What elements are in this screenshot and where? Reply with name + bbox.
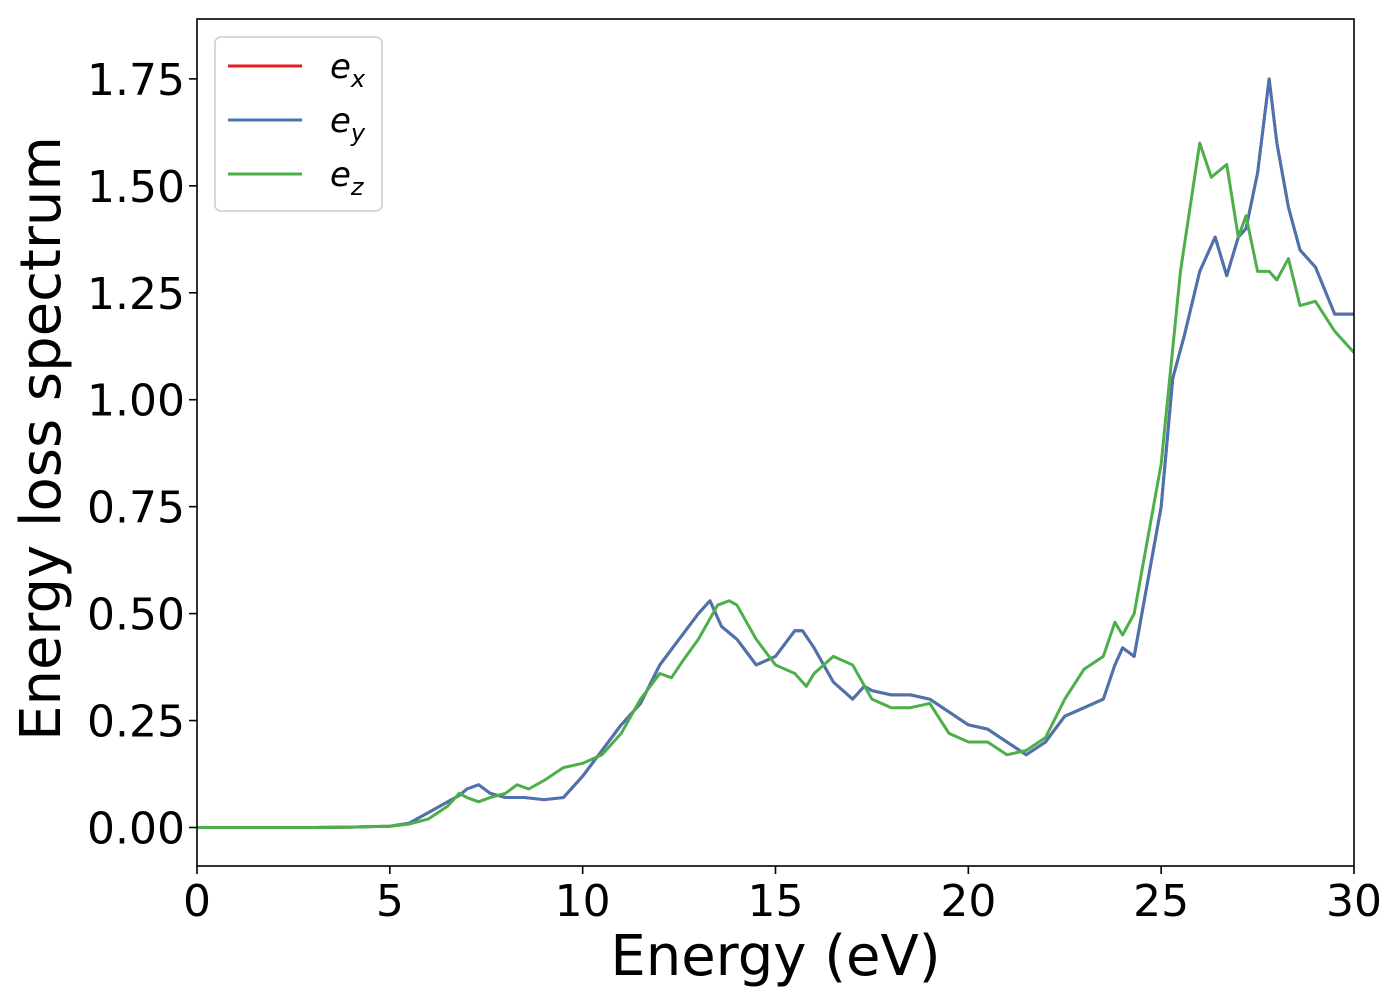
series-line-e-z xyxy=(197,141,1354,829)
x-tick-label: 30 xyxy=(1326,876,1382,927)
y-tick-label: 1.00 xyxy=(87,376,185,427)
y-axis-ticks: 0.00 0.25 0.50 0.75 1.00 1.25 1.50 1.75 xyxy=(87,55,197,855)
legend-label-base: e xyxy=(330,101,351,141)
legend-label-subscript: z xyxy=(350,173,365,201)
legend-label-x: ex xyxy=(330,47,366,93)
legend-label-base: e xyxy=(330,47,351,87)
x-axis-label: Energy (eV) xyxy=(610,924,940,989)
legend-label-subscript: y xyxy=(350,119,366,147)
series-line-e-y xyxy=(197,77,1354,829)
x-tick-label: 15 xyxy=(748,876,804,927)
x-axis-ticks: 0 5 10 15 20 25 30 xyxy=(183,866,1382,927)
legend-label-subscript: x xyxy=(350,65,366,93)
x-tick-label: 25 xyxy=(1133,876,1189,927)
x-tick-label: 10 xyxy=(555,876,611,927)
y-tick-label: 1.50 xyxy=(87,162,185,213)
x-tick-label: 20 xyxy=(940,876,996,927)
x-tick-label: 0 xyxy=(183,876,211,927)
series-layer xyxy=(197,77,1354,829)
legend-label-base: e xyxy=(330,155,351,195)
y-tick-label: 0.75 xyxy=(87,483,185,534)
y-tick-label: 1.25 xyxy=(87,269,185,320)
y-tick-label: 1.75 xyxy=(87,55,185,106)
legend-label-z: ez xyxy=(330,155,365,201)
y-tick-label: 0.50 xyxy=(87,590,185,641)
y-axis-label: Energy loss spectrum xyxy=(9,136,74,741)
legend-label-y: ey xyxy=(330,101,366,147)
y-tick-label: 0.25 xyxy=(87,697,185,748)
x-tick-label: 5 xyxy=(376,876,404,927)
legend-box xyxy=(214,36,383,212)
y-tick-label: 0.00 xyxy=(87,804,185,855)
